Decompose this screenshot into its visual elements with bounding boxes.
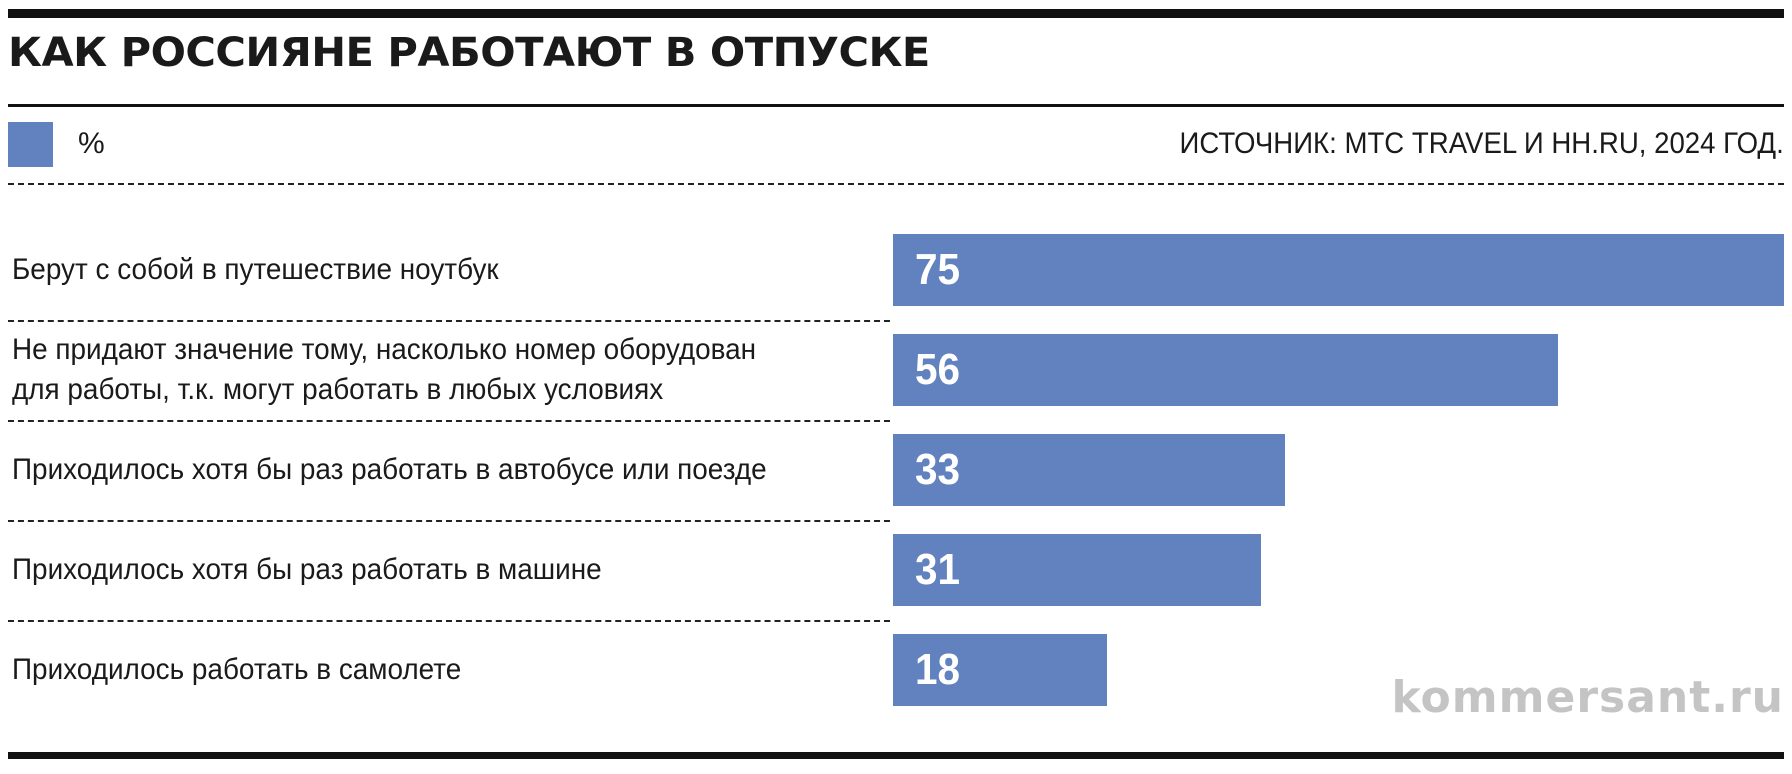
category-label-line: Приходилось хотя бы раз работать в автоб… — [12, 453, 767, 486]
category-label-line: Берут с собой в путешествие ноутбук — [12, 253, 499, 286]
row-divider — [8, 620, 890, 622]
title-rule — [8, 104, 1784, 107]
category-label-line: Приходилось работать в самолете — [12, 653, 462, 686]
category-label-line: для работы, т.к. могут работать в любых … — [12, 373, 664, 406]
top-rule — [8, 9, 1784, 18]
bottom-rule — [8, 752, 1784, 759]
category-label-line: Не придают значение тому, насколько номе… — [12, 333, 757, 366]
source-note: ИСТОЧНИК: МТС TRAVEL И HH.RU, 2024 ГОД. — [1179, 127, 1784, 160]
legend-label: % — [78, 127, 105, 160]
bar: 18 — [893, 634, 1107, 706]
category-label: Берут с собой в путешествие ноутбук — [12, 250, 499, 290]
watermark: kommersant.ru — [1391, 672, 1784, 723]
row-divider — [8, 320, 890, 322]
bar-value-label: 33 — [915, 445, 961, 494]
category-label: Не придают значение тому, насколько номе… — [12, 330, 756, 410]
header-divider — [8, 183, 1784, 185]
bar-value-label: 75 — [915, 245, 961, 294]
bar: 56 — [893, 334, 1559, 406]
category-label: Приходилось работать в самолете — [12, 650, 461, 690]
category-label-line: Приходилось хотя бы раз работать в машин… — [12, 553, 602, 586]
legend-swatch — [8, 122, 53, 167]
row-divider — [8, 520, 890, 522]
bar: 31 — [893, 534, 1262, 606]
bar-value-label: 56 — [915, 345, 961, 394]
bar: 33 — [893, 434, 1286, 506]
category-label: Приходилось хотя бы раз работать в машин… — [12, 550, 602, 590]
category-label: Приходилось хотя бы раз работать в автоб… — [12, 450, 767, 490]
bar-value-label: 18 — [915, 645, 961, 694]
bar: 75 — [893, 234, 1784, 306]
bar-value-label: 31 — [915, 545, 961, 594]
chart-title: КАК РОССИЯНЕ РАБОТАЮТ В ОТПУСКЕ — [8, 30, 930, 76]
row-divider — [8, 420, 890, 422]
